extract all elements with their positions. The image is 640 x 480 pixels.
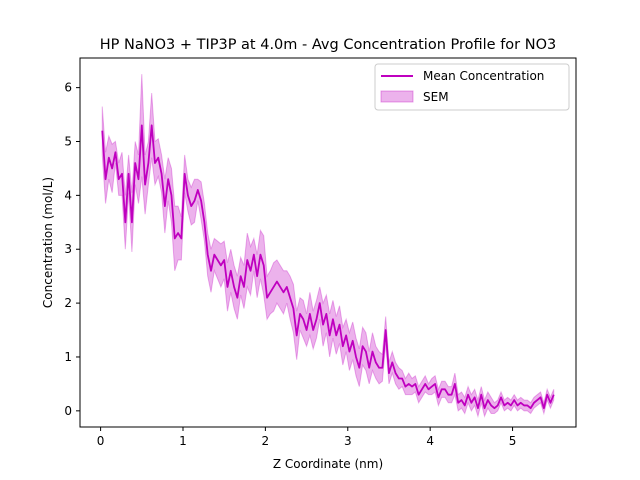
x-tick-label: 5 xyxy=(509,434,517,448)
x-tick-label: 4 xyxy=(426,434,434,448)
legend-label-sem: SEM xyxy=(423,90,449,104)
legend: Mean Concentration SEM xyxy=(374,63,570,111)
sem-band-layer xyxy=(101,74,555,419)
mean-concentration-line xyxy=(101,124,555,410)
plot-frame xyxy=(79,57,577,428)
y-tick-label: 3 xyxy=(64,242,72,256)
y-axis-title: Concentration (mol/L) xyxy=(41,177,55,308)
y-tick-label: 4 xyxy=(64,188,72,202)
y-tick-label: 0 xyxy=(64,404,72,418)
y-tick-label: 6 xyxy=(64,81,72,95)
sem-band xyxy=(101,74,555,419)
y-tick-label: 5 xyxy=(64,134,72,148)
y-tick-label: 1 xyxy=(64,350,72,364)
y-axis: 0 1 2 3 4 5 6 xyxy=(64,81,80,418)
legend-label-mean: Mean Concentration xyxy=(423,69,544,83)
x-axis: 0 1 2 3 4 5 xyxy=(97,427,517,448)
chart-title: HP NaNO3 + TIP3P at 4.0m - Avg Concentra… xyxy=(100,37,557,53)
x-tick-label: 1 xyxy=(179,434,187,448)
x-tick-label: 0 xyxy=(97,434,105,448)
mean-line-layer xyxy=(101,124,555,410)
legend-box xyxy=(374,63,570,111)
x-tick-label: 2 xyxy=(262,434,270,448)
x-axis-title: Z Coordinate (nm) xyxy=(273,457,383,471)
x-tick-label: 3 xyxy=(344,434,352,448)
legend-band-swatch xyxy=(380,90,414,103)
y-tick-label: 2 xyxy=(64,296,72,310)
